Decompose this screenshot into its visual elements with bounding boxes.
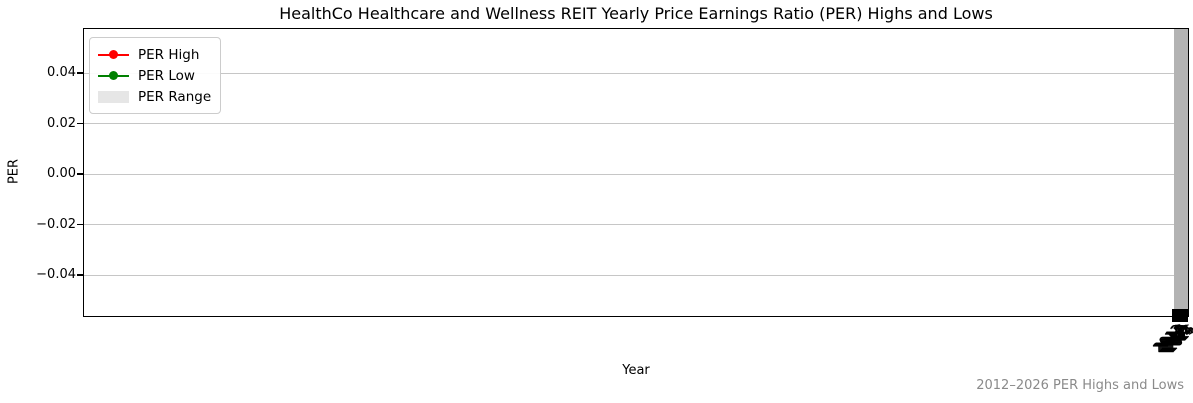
ytick-label: 0.04 xyxy=(47,65,76,80)
gridline xyxy=(84,72,1188,74)
chart-title: HealthCo Healthcare and Wellness REIT Ye… xyxy=(279,4,993,23)
legend-line-marker-icon xyxy=(98,69,129,83)
data-point-cluster xyxy=(1172,308,1188,322)
legend-label: PER Low xyxy=(138,67,195,84)
legend-line-marker-icon xyxy=(98,48,129,62)
gridline xyxy=(84,173,1188,175)
legend: PER High PER Low PER Range xyxy=(89,37,222,114)
ytick-mark xyxy=(77,72,83,74)
per-range-band xyxy=(1173,29,1188,316)
gridline xyxy=(84,274,1188,276)
ytick-mark xyxy=(77,223,83,226)
legend-label: PER High xyxy=(138,46,200,63)
ytick-mark xyxy=(77,173,83,175)
legend-label: PER Range xyxy=(138,88,212,105)
ytick-label: −0.02 xyxy=(36,216,76,232)
legend-item: PER High xyxy=(98,44,211,65)
ytick-label: 0.00 xyxy=(47,166,76,181)
plot-area: PER High PER Low PER Range xyxy=(83,28,1189,322)
ytick-label: 0.02 xyxy=(47,115,76,131)
ytick-mark xyxy=(77,274,83,276)
legend-item: PER Low xyxy=(98,65,211,86)
legend-item: PER Range xyxy=(98,86,211,107)
ytick-mark xyxy=(77,122,83,125)
legend-patch-icon xyxy=(98,90,129,104)
footer-caption: 2012–2026 PER Highs and Lows xyxy=(976,378,1184,393)
ytick-label: −0.04 xyxy=(36,267,76,282)
x-axis-label: Year xyxy=(622,363,650,378)
gridline xyxy=(84,123,1188,124)
gridline xyxy=(84,224,1188,225)
y-axis-label: PER xyxy=(6,158,22,185)
